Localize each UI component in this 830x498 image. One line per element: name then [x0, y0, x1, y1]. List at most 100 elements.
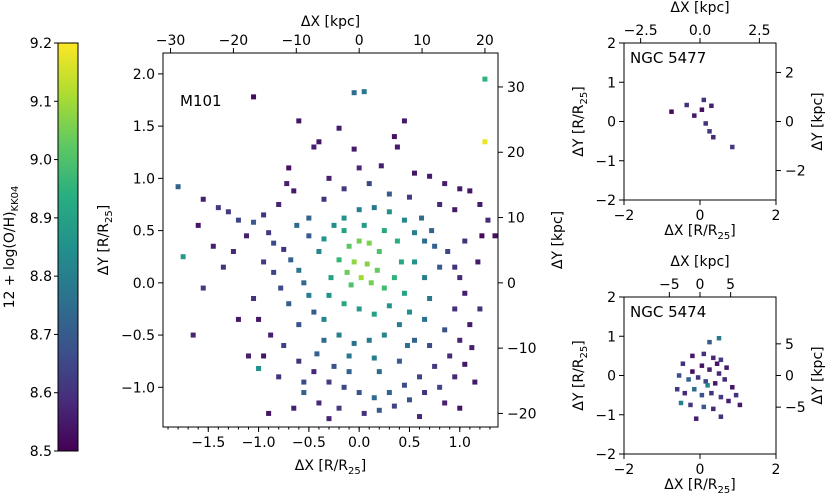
data-point: [718, 414, 724, 419]
data-point: [366, 181, 372, 187]
data-point: [341, 186, 347, 192]
data-point: [356, 306, 362, 312]
data-point: [281, 343, 287, 349]
data-point: [175, 184, 181, 190]
data-point: [351, 146, 357, 152]
data-point: [391, 134, 397, 140]
data-point: [674, 386, 680, 392]
data-point: [442, 327, 448, 333]
data-point: [301, 379, 307, 385]
data-point: [321, 196, 327, 202]
x-axis-label: ΔX [R/R25]: [664, 223, 735, 242]
data-point: [266, 230, 272, 236]
data-point: [336, 257, 342, 263]
y-tick-label: −2: [595, 447, 616, 463]
right-axis-label: ΔY [kpc]: [810, 346, 826, 404]
data-point: [693, 416, 699, 421]
data-point: [705, 383, 710, 388]
data-point: [707, 129, 712, 134]
data-point: [286, 301, 292, 307]
data-point: [386, 209, 392, 215]
right-axis-label: ΔY [kpc]: [550, 211, 566, 269]
data-point: [374, 267, 380, 273]
colorbar-tick-label: 9.1: [30, 94, 52, 110]
data-point: [361, 410, 367, 416]
colorbar-tick-label: 8.5: [30, 444, 52, 460]
x-tick-label: 0: [696, 462, 705, 478]
data-point: [311, 369, 317, 375]
data-point: [376, 369, 382, 375]
data-point: [346, 243, 352, 249]
data-point: [291, 188, 297, 194]
data-point: [366, 240, 372, 246]
data-point: [261, 259, 267, 265]
x-tick-label: −1.0: [242, 435, 276, 451]
data-point: [427, 343, 433, 349]
data-point: [351, 340, 357, 346]
data-point: [437, 264, 443, 270]
y-axis-label: ΔY [R/R25]: [571, 86, 590, 156]
data-point: [699, 107, 705, 112]
data-point: [688, 402, 693, 408]
right-tick-label: 30: [507, 80, 525, 96]
y-tick-label: 1: [607, 75, 616, 91]
data-point: [200, 285, 206, 291]
data-point: [447, 353, 453, 359]
data-point: [306, 292, 312, 298]
data-point: [281, 246, 287, 252]
y-tick-label: 2: [607, 290, 616, 306]
colorbar-tick-label: 8.9: [30, 211, 52, 227]
data-point: [703, 379, 708, 384]
data-point: [467, 188, 473, 194]
data-point: [261, 212, 267, 218]
top-tick-label: −2.5: [624, 23, 658, 39]
data-point: [235, 316, 241, 322]
data-point: [371, 311, 377, 317]
data-point: [200, 196, 206, 202]
right-tick-label: 10: [507, 211, 525, 227]
data-point: [371, 395, 377, 401]
data-point: [462, 238, 468, 244]
data-point: [718, 394, 724, 400]
data-point: [492, 233, 498, 239]
plot-frame: [162, 52, 499, 428]
data-point: [437, 384, 443, 390]
data-point: [412, 259, 418, 265]
data-point: [376, 248, 382, 254]
top-axis-label: ΔX [kpc]: [301, 14, 360, 30]
data-point: [419, 215, 425, 221]
data-point: [684, 102, 689, 108]
data-point: [686, 377, 691, 382]
data-point: [328, 275, 334, 281]
data-point: [401, 217, 407, 223]
data-point: [243, 233, 249, 239]
data-point: [475, 259, 481, 265]
data-point: [288, 257, 294, 263]
data-point: [699, 392, 705, 398]
data-point: [344, 269, 350, 275]
data-point: [346, 353, 352, 359]
data-point: [314, 351, 320, 357]
data-point: [225, 209, 231, 215]
data-point: [477, 201, 483, 207]
right-tick-label: 0: [507, 276, 516, 292]
x-tick-label: 0: [696, 208, 705, 224]
data-point: [701, 351, 707, 357]
colorbar: 8.5 8.6 8.7 8.8 8.9 9.0 9.1 9.2 12 + log(O/H)KK…: [2, 36, 79, 460]
data-point: [457, 337, 463, 343]
data-point: [692, 386, 697, 392]
data-point: [321, 337, 327, 343]
data-point: [412, 337, 418, 343]
data-point: [452, 207, 458, 213]
top-tick-label: 0: [355, 33, 364, 49]
x-tick-label: −2: [614, 208, 635, 224]
data-point: [692, 113, 697, 118]
data-point: [381, 228, 387, 234]
colorbar-tick-label: 8.6: [30, 386, 52, 402]
data-point: [326, 175, 332, 181]
data-point: [680, 361, 686, 366]
data-point: [386, 303, 392, 309]
y-tick-label: 2: [607, 36, 616, 52]
data-point: [427, 296, 433, 302]
data-point: [707, 367, 712, 372]
